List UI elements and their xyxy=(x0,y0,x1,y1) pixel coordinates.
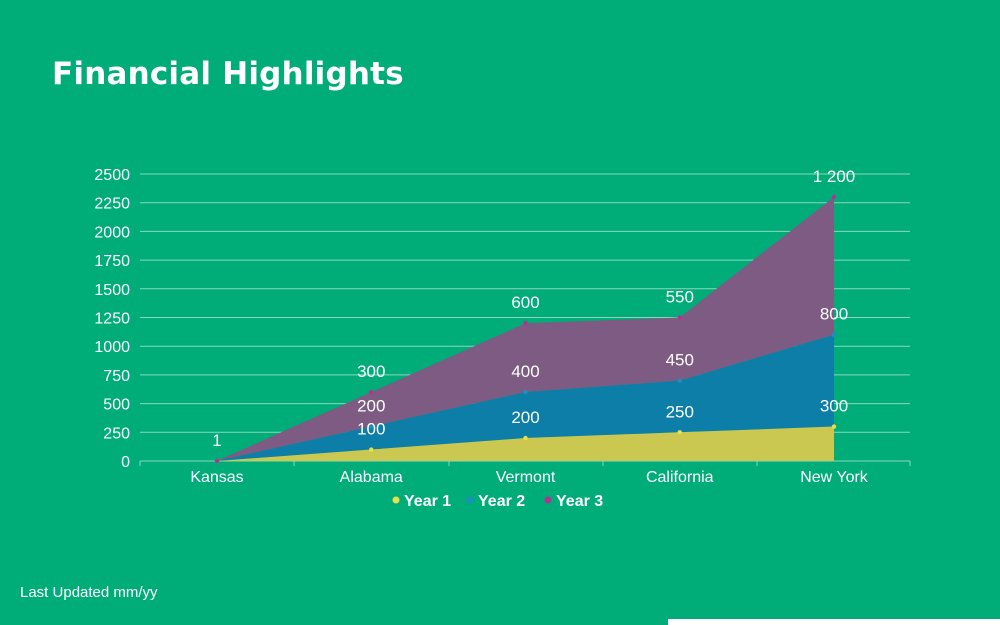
data-markers xyxy=(214,194,837,464)
data-point xyxy=(831,424,837,429)
data-point xyxy=(214,458,220,464)
x-tick-label: Alabama xyxy=(340,469,403,486)
y-tick-label: 2250 xyxy=(94,196,130,213)
legend-item: Year 1 xyxy=(404,493,451,510)
data-point xyxy=(677,378,682,383)
data-label: 300 xyxy=(820,397,848,416)
data-label: 800 xyxy=(820,305,848,324)
data-point xyxy=(523,389,528,395)
y-tick-label: 1750 xyxy=(94,253,130,270)
data-label: 450 xyxy=(666,351,694,370)
x-tick-label: Vermont xyxy=(496,469,556,486)
area-year-3 xyxy=(217,196,834,461)
data-label: 200 xyxy=(511,408,539,427)
x-tick-label: Kansas xyxy=(190,469,243,486)
legend: Year 1 Year 2 Year 3 xyxy=(392,493,603,510)
legend-marker xyxy=(544,496,552,504)
data-point xyxy=(369,447,374,452)
data-label: 250 xyxy=(666,402,694,421)
data-label: 600 xyxy=(511,293,539,312)
data-labels: 100 200 250 300 200 400 450 800 1 300 600 550 1 200 xyxy=(212,167,855,450)
y-tick-label: 1000 xyxy=(94,339,130,356)
data-point xyxy=(677,315,682,320)
legend-marker xyxy=(392,496,400,504)
x-tick-label: California xyxy=(646,469,714,486)
last-updated-note: Last Updated mm/yy xyxy=(20,584,158,601)
data-point xyxy=(677,430,682,435)
legend-marker xyxy=(466,496,474,504)
legend-item: Year 2 xyxy=(478,493,525,510)
y-tick-label: 1250 xyxy=(94,311,130,328)
legend-item: Year 3 xyxy=(556,493,603,510)
data-point xyxy=(369,424,374,429)
stacked-areas xyxy=(217,196,834,461)
data-point xyxy=(523,435,528,441)
area-year-2 xyxy=(217,334,834,461)
area-year-1 xyxy=(217,426,834,461)
y-tick-label: 0 xyxy=(121,454,130,471)
y-tick-label: 250 xyxy=(103,425,130,442)
data-label: 1 xyxy=(212,431,221,450)
data-label: 1 200 xyxy=(813,167,856,186)
data-point xyxy=(831,332,837,337)
y-tick-label: 750 xyxy=(103,368,130,385)
data-label: 550 xyxy=(666,288,694,307)
data-label: 300 xyxy=(357,362,385,381)
data-point xyxy=(369,389,374,395)
y-tick-label: 2500 xyxy=(94,167,130,184)
data-label: 100 xyxy=(357,420,385,439)
data-point xyxy=(831,194,837,200)
x-tick-label: New York xyxy=(800,469,869,486)
y-tick-label: 2000 xyxy=(94,224,130,241)
corner-decoration xyxy=(668,619,1000,625)
y-tick-label: 1500 xyxy=(94,282,130,299)
data-label: 400 xyxy=(511,362,539,381)
axis-ticks: 02505007501000125015001750200022502500Ka… xyxy=(94,167,868,486)
data-point xyxy=(523,321,528,326)
chart-title: Financial Highlights xyxy=(52,56,404,92)
data-label: 200 xyxy=(357,397,385,416)
y-tick-label: 500 xyxy=(103,397,130,414)
